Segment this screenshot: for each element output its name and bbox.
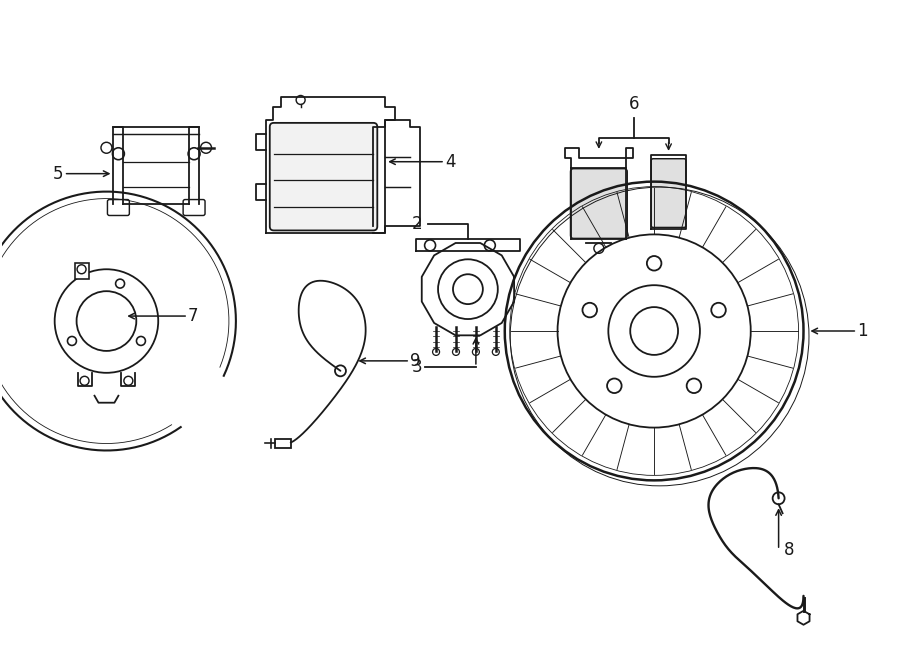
Text: 8: 8 — [784, 541, 794, 559]
Circle shape — [453, 348, 460, 356]
FancyBboxPatch shape — [274, 438, 291, 447]
Text: 5: 5 — [53, 165, 64, 182]
FancyBboxPatch shape — [270, 123, 377, 231]
Text: 2: 2 — [411, 215, 422, 233]
Text: 1: 1 — [858, 322, 868, 340]
FancyBboxPatch shape — [107, 200, 130, 215]
Circle shape — [772, 492, 785, 504]
FancyBboxPatch shape — [652, 159, 686, 227]
Circle shape — [201, 142, 212, 153]
FancyBboxPatch shape — [75, 263, 88, 279]
Text: 6: 6 — [628, 95, 639, 113]
Text: 4: 4 — [445, 153, 455, 171]
Text: 7: 7 — [188, 307, 199, 325]
Circle shape — [101, 142, 112, 153]
Circle shape — [335, 366, 346, 376]
Circle shape — [472, 348, 480, 356]
FancyBboxPatch shape — [183, 200, 205, 215]
Text: 3: 3 — [411, 358, 422, 376]
Circle shape — [492, 348, 500, 356]
Text: 9: 9 — [410, 352, 420, 370]
FancyBboxPatch shape — [571, 169, 627, 239]
Circle shape — [433, 348, 439, 356]
